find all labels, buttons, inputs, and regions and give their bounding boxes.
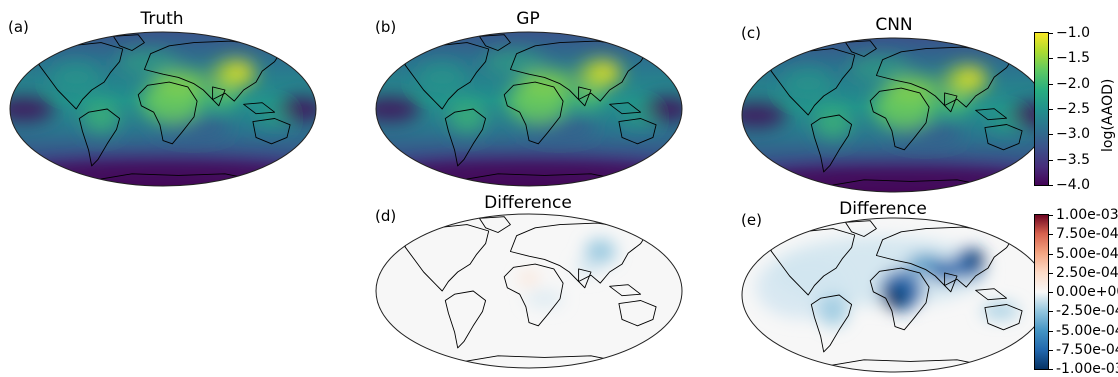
- coastline-africa: [869, 87, 930, 151]
- colorbar-tick: 2.50e-04: [1049, 264, 1118, 281]
- coastline-eurasia: [509, 40, 648, 102]
- panel-label-d: (d): [375, 207, 397, 225]
- panel-title-difference-d: Difference: [484, 193, 572, 213]
- colorbar-tick: 1.00e-03: [1049, 207, 1118, 223]
- coastline-antarctica: [460, 355, 623, 363]
- coastline-seasia: [609, 284, 642, 297]
- map-truth: [9, 31, 317, 187]
- coastline-greenland: [844, 40, 877, 57]
- panel-title-truth: Truth: [140, 9, 184, 29]
- map-difference-cnn: [741, 217, 1049, 373]
- coastline-africa: [869, 267, 930, 331]
- coastline-australia: [618, 118, 657, 145]
- coastline-africa: [503, 81, 564, 145]
- colorbar-tick: −1.5: [1049, 50, 1090, 67]
- coastline-greenland: [478, 34, 511, 51]
- coastline-india: [212, 86, 226, 107]
- coastline-seasia: [975, 288, 1008, 301]
- coastline-antarctica: [826, 179, 989, 187]
- colorbar-tick: −2.5: [1049, 101, 1090, 117]
- coastline-eurasia: [509, 222, 648, 284]
- colorbar-tick: −3.5: [1049, 151, 1090, 168]
- coastline-seasia: [243, 102, 276, 115]
- coastline-namerica: [404, 224, 490, 292]
- panel-title-difference-e: Difference: [839, 199, 927, 219]
- coastline-india: [578, 268, 592, 289]
- panel-label-a: (a): [8, 18, 29, 36]
- coastline-samerica: [810, 114, 853, 173]
- coastline-greenland: [844, 220, 877, 237]
- coastline-namerica: [38, 42, 124, 110]
- panel-label-e: (e): [741, 211, 762, 229]
- coastline-india: [944, 272, 958, 293]
- coastline-australia: [984, 124, 1023, 151]
- colorbar-tick: −2.0: [1049, 75, 1090, 92]
- colorbar-tick: −4.0: [1049, 177, 1090, 193]
- map-difference-gp: [375, 213, 683, 369]
- colorbar-tick: −3.0: [1049, 126, 1090, 143]
- coastline-samerica: [810, 294, 853, 353]
- colorbar-tick: 5.00e-04: [1049, 245, 1118, 262]
- coastline-africa: [137, 81, 198, 145]
- coastline-samerica: [444, 108, 487, 167]
- coastline-eurasia: [143, 40, 282, 102]
- coastline-samerica: [78, 108, 121, 167]
- colorbar-difference: [1034, 214, 1049, 370]
- coastline-greenland: [112, 34, 145, 51]
- coastline-seasia: [609, 102, 642, 115]
- panel-label-c: (c): [741, 24, 761, 42]
- coastline-greenland: [478, 216, 511, 233]
- colorbar-tick: -2.50e-04: [1049, 304, 1118, 318]
- colorbar-tick: -5.00e-04: [1049, 324, 1118, 338]
- coastline-australia: [984, 304, 1023, 331]
- coastline-namerica: [770, 228, 856, 296]
- coastline-antarctica: [460, 173, 623, 181]
- coastline-africa: [503, 263, 564, 327]
- coastline-india: [578, 86, 592, 107]
- panel-title-cnn: CNN: [875, 15, 913, 35]
- panel-title-gp: GP: [516, 9, 540, 29]
- colorbar-tick: 7.50e-04: [1049, 226, 1118, 243]
- coastline-seasia: [975, 108, 1008, 121]
- coastline-antarctica: [826, 359, 989, 367]
- colorbar-aaod: [1034, 32, 1049, 186]
- coastline-namerica: [404, 42, 490, 110]
- coastline-india: [944, 92, 958, 113]
- coastline-australia: [618, 300, 657, 327]
- colorbar-tick: −1.0: [1049, 25, 1090, 41]
- colorbar-tick: -7.50e-04: [1049, 343, 1118, 357]
- coastline-namerica: [770, 48, 856, 116]
- coastline-antarctica: [94, 173, 257, 181]
- map-gp: [375, 31, 683, 187]
- coastline-eurasia: [875, 226, 1014, 288]
- coastline-samerica: [444, 290, 487, 349]
- coastline-australia: [252, 118, 291, 145]
- panel-label-b: (b): [375, 18, 397, 36]
- coastline-eurasia: [875, 46, 1014, 108]
- colorbar-tick: 0.00e+00: [1048, 285, 1118, 299]
- colorbar-aaod-label: log(AAOD): [1100, 78, 1116, 152]
- map-cnn: [741, 37, 1049, 193]
- colorbar-tick: -1.00e-03: [1049, 362, 1118, 376]
